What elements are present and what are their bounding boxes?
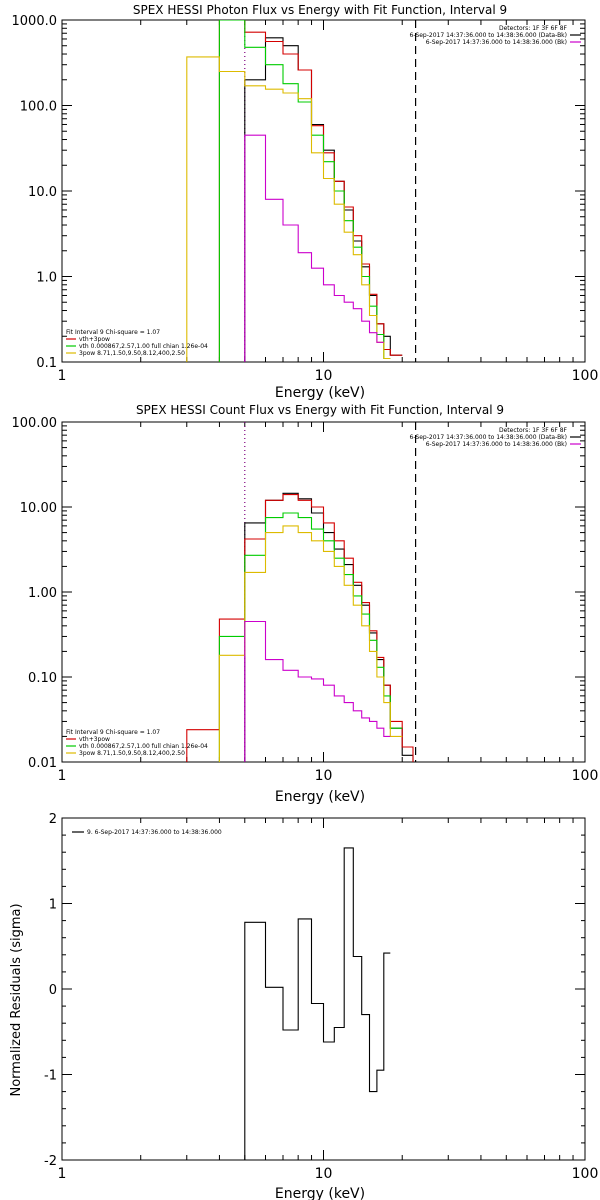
series-3-step-line [186, 56, 391, 362]
count-flux-xlabel: Energy (keV) [275, 789, 365, 805]
legend-bottomleft-text: vth+3pow [79, 736, 110, 743]
x-tick-label: 10 [315, 1166, 333, 1182]
residuals-xlabel: Energy (keV) [275, 1186, 365, 1200]
series-1-step-line [218, 20, 403, 362]
series-group [186, 492, 414, 762]
legend-bottomleft-text: Fit Interval 9 Chi-square = 1.07 [66, 329, 160, 336]
x-tick-label: 100 [572, 1166, 599, 1182]
x-tick-label: 10 [315, 368, 333, 384]
plot-frame [61, 421, 586, 763]
y-tick-label: 0.1 [36, 356, 57, 371]
y-tick-label: 10.00 [20, 501, 57, 516]
legend-topright-text: Detectors: 1F 3F 6F 8F [499, 427, 568, 434]
legend-topright-text: 6-Sep-2017 14:37:36.000 to 14:38:36.000 … [426, 441, 567, 448]
series-3-step-line [218, 525, 403, 762]
series-2-step-line [218, 512, 403, 762]
legend-topright-text: 6-Sep-2017 14:37:36.000 to 14:38:36.000 … [426, 39, 567, 46]
legend-bottomleft-text: vth+3pow [79, 336, 110, 343]
legend-topright-text: Detectors: 1F 3F 6F 8F [499, 25, 568, 32]
y-tick-label: 0.01 [28, 756, 57, 771]
series-0-step-line [244, 492, 414, 762]
y-tick-label: 1000.0 [12, 14, 58, 29]
series-group [244, 847, 391, 1160]
residuals-ylabel: Normalized Residuals (sigma) [9, 903, 24, 1096]
series-0-step-line [244, 847, 391, 1160]
x-tick-label: 1 [58, 1166, 67, 1182]
legend-bottomleft-text: vth 0.000867,2.57,1.00 full chian 1.26e-… [79, 743, 208, 750]
series-4-step-line [244, 620, 391, 762]
series-4-step-line [244, 134, 384, 362]
y-tick-label: 1.0 [36, 271, 57, 286]
legend-topright-text: 6-Sep-2017 14:37:36.000 to 14:38:36.000 … [409, 32, 567, 39]
photon-flux-xlabel: Energy (keV) [275, 385, 365, 401]
y-tick-label: 1 [49, 898, 57, 913]
photon-flux-title: SPEX HESSI Photon Flux vs Energy with Fi… [133, 3, 507, 17]
y-tick-label: -2 [44, 1154, 57, 1169]
y-tick-label: 0.10 [28, 671, 57, 686]
x-tick-label: 100 [572, 768, 599, 784]
plot-frame [61, 19, 586, 363]
x-tick-label: 100 [572, 368, 599, 384]
legend-topright-text: 6-Sep-2017 14:37:36.000 to 14:38:36.000 … [409, 434, 567, 441]
y-tick-label: 1.00 [28, 586, 57, 601]
y-tick-label: 0 [49, 983, 57, 998]
y-tick-label: 100.00 [12, 416, 58, 431]
series-1-step-line [186, 494, 414, 762]
series-0-step-line [244, 37, 403, 362]
legend-bottomleft-text: 3pow 8.71,1.50,9.50,8.12,400,2.50 [79, 750, 185, 757]
y-tick-label: 2 [49, 812, 57, 827]
plot-frame [61, 817, 586, 1161]
count-flux-title: SPEX HESSI Count Flux vs Energy with Fit… [136, 403, 504, 417]
x-tick-label: 1 [58, 368, 67, 384]
series-group [186, 20, 403, 362]
legend-topleft-text: 9. 6-Sep-2017 14:37:36.000 to 14:38:36.0… [87, 829, 222, 836]
count-flux-panel: SPEX HESSI Count Flux vs Energy with Fit… [12, 403, 599, 805]
photon-flux-panel: SPEX HESSI Photon Flux vs Energy with Fi… [12, 3, 599, 401]
legend-bottomleft-text: vth 0.000867,2.57,1.00 full chian 1.26e-… [79, 343, 208, 350]
y-tick-label: 100.0 [20, 100, 57, 115]
legend-bottomleft-text: 3pow 8.71,1.50,9.50,8.12,400,2.50 [79, 350, 185, 357]
x-tick-label: 10 [315, 768, 333, 784]
residuals-panel: 1 10 100 -2 -1 0 1 2 9. 6-Sep-2017 14:37:36.000 … [9, 812, 598, 1200]
y-tick-label: -1 [44, 1069, 57, 1084]
x-tick-label: 1 [58, 768, 67, 784]
legend-bottomleft-text: Fit Interval 9 Chi-square = 1.07 [66, 729, 160, 736]
series-2-step-line [218, 20, 391, 362]
y-tick-label: 10.0 [28, 185, 57, 200]
